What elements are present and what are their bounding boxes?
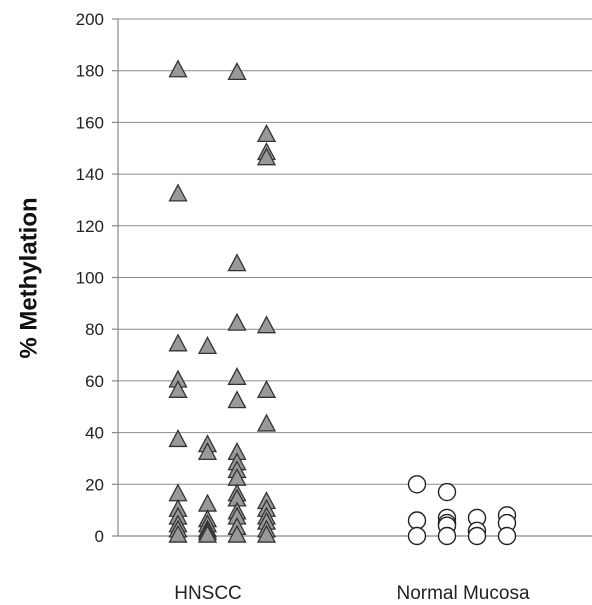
gridlines: [118, 18, 592, 485]
y-tick-label: 140: [76, 165, 104, 184]
y-tick-label: 160: [76, 113, 104, 132]
hnscc-point: [227, 312, 247, 331]
x-category-label: Normal Mucosa: [396, 583, 529, 604]
y-tick-label: 60: [85, 372, 104, 391]
hnscc-point: [168, 333, 188, 352]
hnscc-point: [256, 124, 277, 143]
hnscc-point: [168, 183, 188, 202]
y-tick-label: 120: [76, 217, 104, 236]
y-tick-label: 40: [85, 424, 104, 443]
hnscc-point: [197, 441, 218, 461]
hnscc-point: [256, 413, 277, 432]
hnscc-point: [256, 379, 277, 398]
hnscc-point: [256, 315, 277, 334]
normal-mucosa-point: [407, 475, 427, 494]
hnscc-point: [168, 429, 188, 448]
hnscc-point: [256, 524, 277, 543]
hnscc-point: [227, 253, 247, 272]
hnscc-point: [227, 367, 247, 386]
hnscc-point: [168, 379, 188, 398]
y-axis-title: % Methylation: [15, 197, 42, 358]
normal-mucosa-point: [437, 482, 457, 502]
hnscc-point: [197, 493, 218, 512]
x-category-label: HNSCC: [174, 583, 242, 604]
x-axis-categories: HNSCC Normal Mucosa: [174, 583, 530, 604]
normal-mucosa-point: [497, 526, 517, 546]
normal-mucosa-point: [407, 526, 427, 546]
hnscc-point: [168, 483, 188, 502]
y-tick-label: 0: [95, 527, 104, 546]
hnscc-point: [168, 59, 188, 78]
hnscc-point: [197, 335, 218, 355]
hnscc-point: [256, 147, 277, 166]
hnscc-point: [227, 390, 247, 409]
y-tick-label: 180: [76, 62, 104, 81]
y-tick-label: 200: [76, 10, 104, 29]
normal-mucosa-point: [467, 526, 487, 546]
hnscc-point: [227, 61, 247, 81]
normal-mucosa-point: [437, 526, 457, 546]
hnscc-point: [227, 524, 247, 543]
y-tick-label: 100: [76, 269, 104, 288]
hnscc-point: [168, 524, 188, 543]
data-points: [168, 59, 517, 546]
normal-mucosa-point: [407, 511, 427, 530]
y-tick-label: 20: [85, 475, 104, 494]
hnscc-point: [197, 524, 218, 543]
y-tick-label: 80: [85, 320, 104, 339]
y-axis-ticks: 0 20 40 60 80 100 120 140 160 180 200: [76, 10, 118, 546]
